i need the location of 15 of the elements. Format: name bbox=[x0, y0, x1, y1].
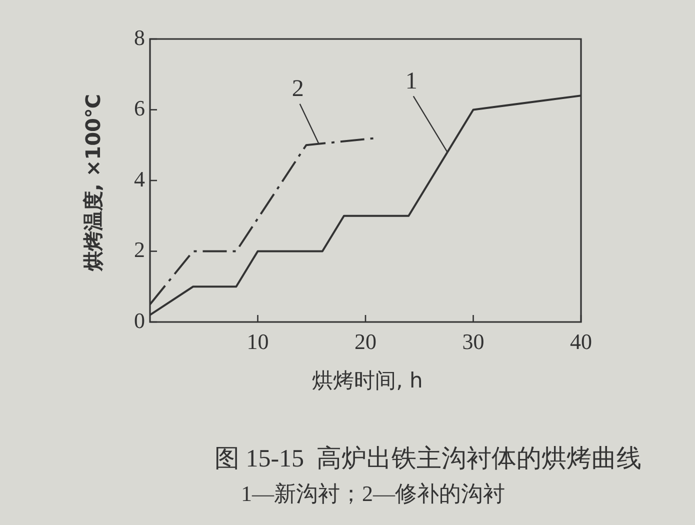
y-tick-label: 8 bbox=[134, 24, 145, 50]
text: 1—新沟衬；2—修补的沟衬 bbox=[241, 480, 505, 506]
y-axis-title: 烘烤温度, ×100℃ bbox=[81, 94, 106, 272]
x-tick-label: 20 bbox=[354, 328, 376, 354]
y-tick-label: 2 bbox=[134, 237, 145, 262]
text: 图 15-15 高炉出铁主沟衬体的烘烤曲线 bbox=[214, 444, 642, 473]
x-tick-label: 10 bbox=[246, 328, 269, 354]
x-tick-label: 30 bbox=[462, 328, 484, 354]
y-tick-label: 6 bbox=[134, 96, 145, 121]
y-tick-label: 4 bbox=[134, 166, 145, 192]
x-tick-label: 40 bbox=[570, 328, 592, 354]
text: 1 bbox=[405, 68, 418, 94]
y-tick-label: 0 bbox=[134, 308, 145, 333]
x-axis-title: 烘烤时间, h bbox=[312, 368, 423, 392]
series-label: 2 bbox=[292, 76, 304, 102]
